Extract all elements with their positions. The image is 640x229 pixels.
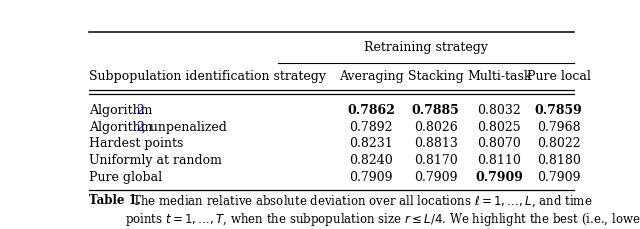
Text: 0.8025: 0.8025 <box>477 121 521 134</box>
Text: Hardest points: Hardest points <box>89 137 183 150</box>
Text: 0.8110: 0.8110 <box>477 154 521 167</box>
Text: , unpenalized: , unpenalized <box>143 121 227 134</box>
Text: 0.8813: 0.8813 <box>413 137 458 150</box>
Text: Table 1.: Table 1. <box>89 194 141 207</box>
Text: Algorithm: Algorithm <box>89 121 156 134</box>
Text: 0.7909: 0.7909 <box>349 171 393 184</box>
Text: 0.7885: 0.7885 <box>412 104 460 117</box>
Text: Algorithm: Algorithm <box>89 104 156 117</box>
Text: 0.7968: 0.7968 <box>537 121 580 134</box>
Text: 0.8026: 0.8026 <box>413 121 458 134</box>
Text: Retraining strategy: Retraining strategy <box>364 41 488 54</box>
Text: 0.8240: 0.8240 <box>349 154 393 167</box>
Text: 0.7909: 0.7909 <box>414 171 458 184</box>
Text: 0.7909: 0.7909 <box>475 171 523 184</box>
Text: 0.8170: 0.8170 <box>413 154 458 167</box>
Text: Averaging: Averaging <box>339 70 404 83</box>
Text: 0.7859: 0.7859 <box>535 104 582 117</box>
Text: 0.7862: 0.7862 <box>348 104 395 117</box>
Text: 0.8032: 0.8032 <box>477 104 521 117</box>
Text: Multi-task: Multi-task <box>467 70 531 83</box>
Text: 0.7909: 0.7909 <box>537 171 580 184</box>
Text: Uniformly at random: Uniformly at random <box>89 154 222 167</box>
Text: Stacking: Stacking <box>408 70 463 83</box>
Text: 0.8180: 0.8180 <box>537 154 580 167</box>
Text: Pure global: Pure global <box>89 171 162 184</box>
Text: 0.8022: 0.8022 <box>537 137 580 150</box>
Text: 0.8070: 0.8070 <box>477 137 521 150</box>
Text: Pure local: Pure local <box>527 70 591 83</box>
Text: The median relative absolute deviation over all locations $\ell = 1,\ldots,L$, a: The median relative absolute deviation o… <box>125 194 640 229</box>
Text: 0.7892: 0.7892 <box>349 121 393 134</box>
Text: Subpopulation identification strategy: Subpopulation identification strategy <box>89 70 326 83</box>
Text: 2: 2 <box>136 104 145 117</box>
Text: 0.8231: 0.8231 <box>349 137 393 150</box>
Text: 2: 2 <box>136 121 145 134</box>
